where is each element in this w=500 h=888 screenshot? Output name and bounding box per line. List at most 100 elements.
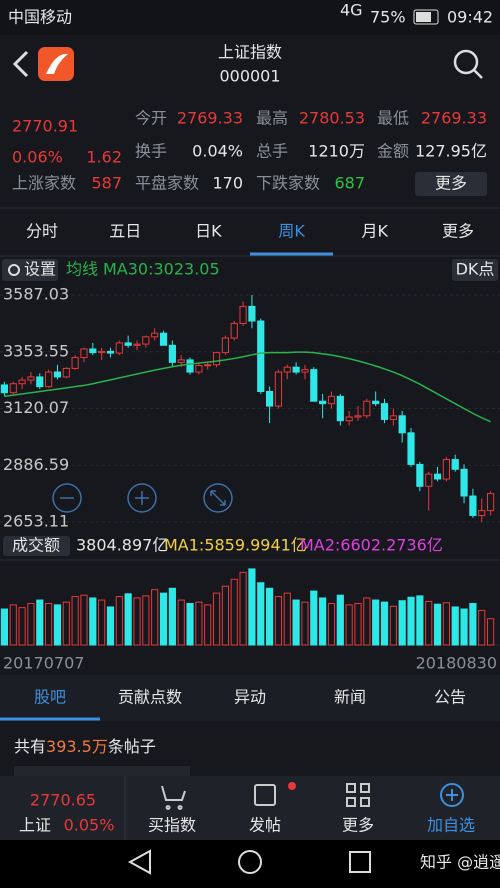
credit: 知乎 @逍遥神 bbox=[420, 853, 500, 872]
content-tab[interactable]: 新闻 bbox=[334, 688, 366, 707]
field-value: 0.04% bbox=[192, 142, 243, 161]
volume-bar bbox=[469, 603, 477, 646]
battery-icon bbox=[413, 9, 439, 25]
more-label[interactable]: 更多 bbox=[435, 174, 467, 193]
volume-bar bbox=[106, 606, 115, 646]
ma30-label: MA30:3023.05 bbox=[103, 260, 220, 279]
candle-body bbox=[389, 415, 397, 420]
candle-body bbox=[62, 367, 70, 378]
content-tab[interactable]: 股吧 bbox=[34, 688, 66, 707]
volume-bar bbox=[416, 595, 424, 646]
bar-item[interactable]: 更多 bbox=[342, 816, 374, 835]
period-tab[interactable]: 更多 bbox=[442, 222, 474, 241]
period-tab[interactable]: 周K bbox=[278, 222, 305, 241]
candle-body bbox=[159, 332, 168, 346]
nav-home[interactable] bbox=[238, 850, 262, 874]
candle-body bbox=[274, 371, 283, 407]
candle-body bbox=[266, 391, 274, 407]
zoom-out[interactable] bbox=[52, 483, 82, 513]
candle-body bbox=[292, 366, 300, 373]
cart-icon bbox=[161, 785, 186, 810]
bar-item[interactable]: 发帖 bbox=[249, 816, 281, 835]
candle-body bbox=[425, 473, 433, 487]
fullscreen[interactable] bbox=[203, 483, 233, 513]
volume-bar bbox=[45, 603, 53, 646]
more-icon bbox=[346, 783, 370, 807]
candle-body bbox=[124, 342, 132, 346]
candle-body bbox=[433, 473, 442, 480]
volume-bar bbox=[257, 582, 265, 646]
search-button[interactable] bbox=[453, 49, 479, 75]
bar-item[interactable]: 加自选 bbox=[427, 816, 475, 835]
volume-bar bbox=[62, 601, 70, 646]
candle-body bbox=[204, 364, 212, 367]
battery-level bbox=[416, 12, 431, 22]
candle-body bbox=[327, 395, 336, 405]
candle-body bbox=[407, 432, 415, 465]
volume-bar bbox=[133, 597, 141, 646]
ma30-line bbox=[4, 351, 491, 423]
volume-label[interactable]: 成交额 bbox=[12, 536, 60, 555]
zoom-in[interactable] bbox=[127, 483, 157, 513]
volume-bar bbox=[363, 597, 371, 646]
volume-bar bbox=[398, 600, 406, 646]
volume-bar bbox=[319, 597, 327, 646]
field-value: 2769.33 bbox=[421, 109, 487, 128]
candle-body bbox=[248, 305, 256, 322]
nav-recent[interactable] bbox=[349, 851, 371, 873]
volume-bar bbox=[425, 600, 433, 646]
posts-suffix: 条帖子 bbox=[108, 737, 156, 756]
field-value: 2769.33 bbox=[177, 109, 243, 128]
volume-ma1: MA1:5859.9941亿 bbox=[164, 536, 307, 555]
dk-button[interactable] bbox=[452, 259, 498, 281]
dk-label[interactable]: DK点 bbox=[456, 260, 495, 279]
settings-label[interactable]: 设置 bbox=[24, 260, 56, 279]
title: 上证指数 bbox=[218, 43, 282, 62]
bar-item[interactable]: 买指数 bbox=[148, 816, 196, 835]
add-icon bbox=[440, 783, 464, 807]
post-icon bbox=[254, 784, 276, 806]
field-label: 换手 bbox=[135, 142, 167, 161]
logo-mark bbox=[46, 53, 68, 74]
field-label: 最低 bbox=[377, 109, 409, 128]
back-button[interactable] bbox=[12, 50, 29, 78]
volume-bar bbox=[372, 599, 380, 646]
volume-bar bbox=[98, 599, 106, 646]
candle-body bbox=[469, 495, 477, 516]
candle-body bbox=[212, 352, 221, 366]
volume-bar bbox=[71, 596, 79, 646]
search-handle bbox=[473, 69, 483, 79]
candle-body bbox=[460, 468, 468, 497]
content-tab[interactable]: 公告 bbox=[434, 688, 466, 707]
volume-current: 3804.897亿 bbox=[76, 536, 168, 555]
y-tick-label: 3120.07 bbox=[3, 398, 69, 417]
breadth-value: 587 bbox=[91, 174, 122, 193]
bottom-tabs bbox=[0, 675, 500, 721]
bottom-bar bbox=[0, 776, 500, 840]
y-tick-label: 2886.59 bbox=[3, 455, 69, 474]
field-value: 1210万 bbox=[308, 142, 365, 161]
volume-bar bbox=[327, 603, 336, 646]
content-tab[interactable]: 异动 bbox=[234, 688, 266, 707]
volume-bar bbox=[354, 603, 362, 646]
y-tick-label: 3587.03 bbox=[3, 285, 69, 304]
period-tab[interactable]: 分时 bbox=[26, 222, 58, 241]
period-tab[interactable]: 日K bbox=[195, 222, 222, 241]
volume-bar bbox=[142, 595, 150, 646]
more-button[interactable] bbox=[415, 172, 487, 196]
candle-body bbox=[363, 400, 371, 417]
gear-icon bbox=[8, 264, 20, 276]
content-tab[interactable]: 贡献点数 bbox=[118, 688, 182, 707]
candle-body bbox=[89, 348, 97, 354]
candle-body bbox=[416, 463, 424, 487]
period-tab[interactable]: 五日 bbox=[109, 222, 141, 241]
period-tab[interactable]: 月K bbox=[362, 222, 389, 241]
change-pct: 0.06% bbox=[12, 148, 63, 167]
volume-button[interactable] bbox=[3, 536, 70, 556]
candle-body bbox=[283, 366, 291, 373]
nav-back[interactable] bbox=[127, 849, 151, 875]
volume-bar bbox=[89, 597, 97, 646]
candle-body bbox=[398, 415, 406, 434]
battery: 75% bbox=[370, 8, 406, 27]
